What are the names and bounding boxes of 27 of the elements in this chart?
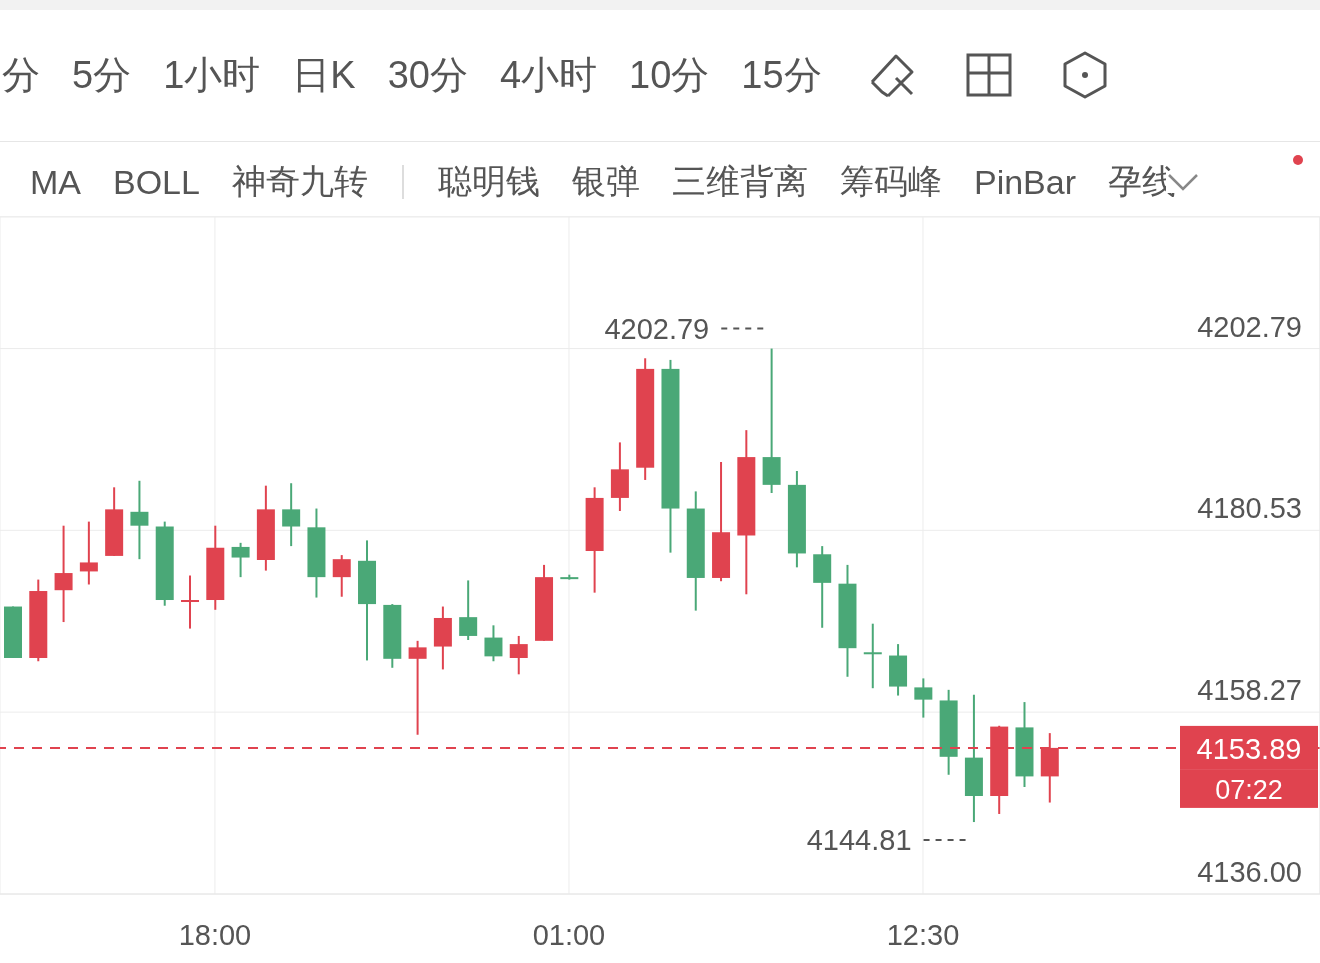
text: 15分 bbox=[740, 52, 823, 98]
text: 4小时 bbox=[498, 52, 599, 98]
text: 分 bbox=[1, 52, 41, 98]
y-tick-label: 4202.79 bbox=[1197, 310, 1302, 343]
text: PinBar bbox=[972, 162, 1077, 202]
x-tick-label: 18:00 bbox=[178, 918, 252, 951]
text: 日K bbox=[291, 52, 357, 98]
text: 银弹 bbox=[570, 161, 641, 202]
x-tick-label: 12:30 bbox=[886, 918, 960, 951]
ref-line-label: 4153.89 bbox=[1196, 732, 1302, 765]
y-tick-label: 4180.53 bbox=[1197, 492, 1302, 525]
text: 三维背离 bbox=[670, 161, 809, 202]
y-tick-label: 4158.27 bbox=[1197, 674, 1302, 707]
annotation: 4202.79 bbox=[604, 312, 710, 345]
text: 神奇九转 bbox=[230, 161, 369, 202]
text: 聪明钱 bbox=[436, 161, 541, 202]
text: MA bbox=[29, 162, 82, 202]
text: 5分 bbox=[71, 52, 133, 98]
annotation: 4144.81 bbox=[806, 824, 912, 857]
text: 30分 bbox=[386, 52, 469, 98]
text: 10分 bbox=[628, 52, 711, 98]
y-tick-label: 4136.00 bbox=[1197, 856, 1302, 888]
annotation: 07:22 bbox=[1215, 774, 1283, 805]
x-tick-label: 01:00 bbox=[532, 918, 606, 951]
text: BOLL bbox=[112, 162, 201, 202]
text: 筹码峰 bbox=[838, 161, 943, 202]
text: 1小时 bbox=[162, 52, 262, 98]
